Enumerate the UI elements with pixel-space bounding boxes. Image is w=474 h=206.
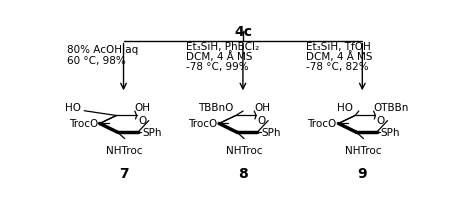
- Text: O: O: [138, 115, 146, 125]
- Text: -78 °C, 82%: -78 °C, 82%: [306, 61, 369, 71]
- Text: HO: HO: [337, 102, 353, 112]
- Text: DCM, 4 Å MS: DCM, 4 Å MS: [306, 51, 373, 62]
- Text: TrocO: TrocO: [69, 119, 98, 129]
- Text: 4c: 4c: [234, 25, 252, 39]
- Text: NHTroc: NHTroc: [345, 145, 382, 155]
- Text: TBBnO: TBBnO: [199, 102, 234, 112]
- Text: -78 °C, 99%: -78 °C, 99%: [186, 61, 248, 71]
- Text: NHTroc: NHTroc: [226, 145, 263, 155]
- Text: 80% AcOH aq: 80% AcOH aq: [67, 45, 138, 55]
- Text: SPh: SPh: [142, 128, 162, 138]
- Text: 8: 8: [238, 166, 248, 180]
- Text: DCM, 4 Å MS: DCM, 4 Å MS: [186, 51, 253, 62]
- Text: O: O: [257, 115, 265, 125]
- Text: O: O: [377, 115, 385, 125]
- Text: OH: OH: [254, 102, 270, 112]
- Text: Et₃SiH, TfOH: Et₃SiH, TfOH: [306, 42, 371, 52]
- Text: OH: OH: [135, 102, 151, 112]
- Text: 9: 9: [357, 166, 367, 180]
- Text: TrocO: TrocO: [307, 119, 337, 129]
- Text: SPh: SPh: [261, 128, 281, 138]
- Text: HO: HO: [65, 102, 82, 112]
- Text: NHTroc: NHTroc: [107, 145, 143, 155]
- Text: 60 °C, 98%: 60 °C, 98%: [67, 55, 126, 65]
- Text: Et₃SiH, PhBCl₂: Et₃SiH, PhBCl₂: [186, 42, 259, 52]
- Text: SPh: SPh: [381, 128, 400, 138]
- Text: TrocO: TrocO: [188, 119, 217, 129]
- Text: OTBBn: OTBBn: [374, 102, 409, 112]
- Text: 7: 7: [118, 166, 128, 180]
